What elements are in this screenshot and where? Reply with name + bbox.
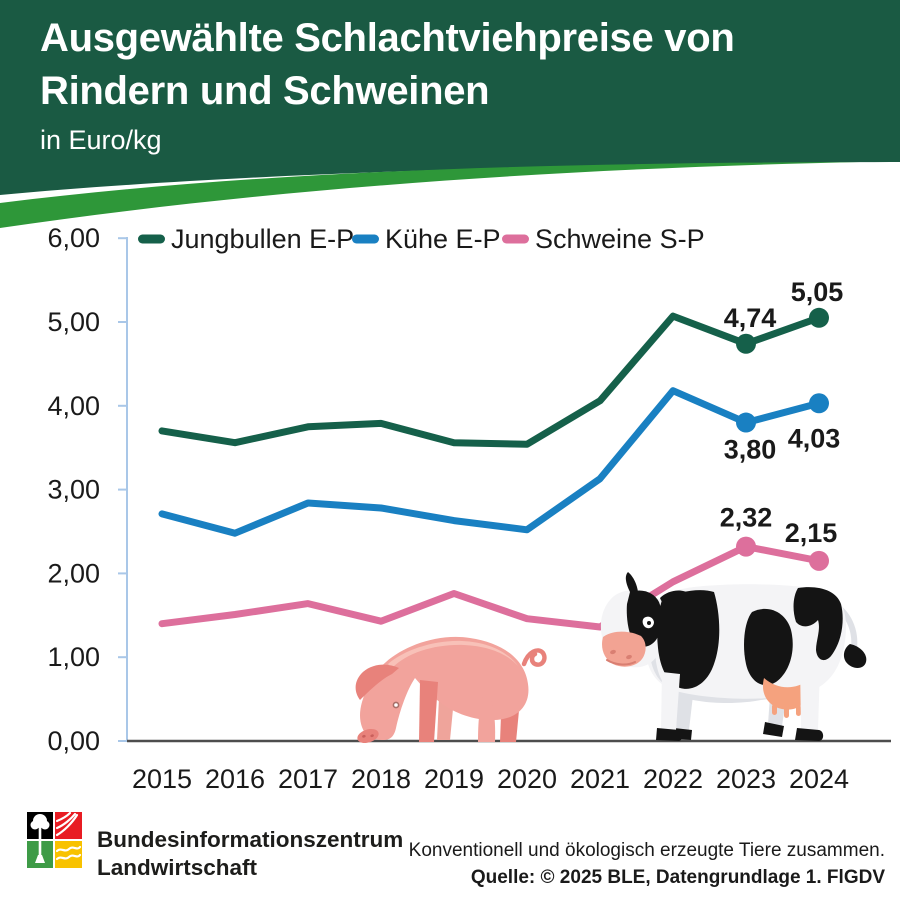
header-background — [0, 0, 900, 195]
cow-horn — [625, 572, 638, 592]
y-tick-label: 6,00 — [47, 223, 100, 253]
value-label-schweine-s-p-2024: 2,15 — [785, 518, 838, 548]
cow-neck-patch — [657, 590, 720, 689]
x-tick-label: 2020 — [497, 764, 557, 794]
y-tick-label: 1,00 — [47, 642, 100, 672]
pig-illustration — [355, 636, 547, 744]
y-tick-label: 0,00 — [47, 726, 100, 756]
page-subtitle: in Euro/kg — [40, 125, 162, 155]
value-label-kuehe-e-p-2023: 3,80 — [724, 435, 777, 465]
title-block: Ausgewählte Schlachtviehpreise von Rinde… — [40, 12, 735, 156]
field-stripes-icon — [55, 811, 79, 837]
legend-swatch-kuehe-e-p — [352, 234, 379, 244]
legend-label-schweine-s-p: Schweine S-P — [535, 224, 705, 254]
legend: Jungbullen E-P Kühe E-P Schweine S-P — [138, 224, 705, 254]
y-tick-label: 2,00 — [47, 558, 100, 588]
cow-muzzle — [602, 631, 646, 667]
x-tick-label: 2018 — [351, 764, 411, 794]
value-label-schweine-s-p-2023: 2,32 — [720, 503, 773, 533]
page-title-line1: Ausgewählte Schlachtviehpreise von — [40, 16, 735, 60]
legend-swatch-schweine-s-p — [502, 234, 529, 244]
tree-icon — [30, 814, 50, 863]
x-tick-label: 2019 — [424, 764, 484, 794]
value-label-kuehe-e-p-2024: 4,03 — [788, 423, 841, 453]
header-banner — [0, 0, 900, 228]
value-labels: 4,74 5,05 3,80 4,03 2,32 2,15 — [720, 277, 844, 571]
series-schweine-s-p — [158, 543, 823, 631]
x-tick-label: 2015 — [132, 764, 192, 794]
cow-udder — [762, 678, 809, 718]
footnote: Konventionell und ökologisch erzeugte Ti… — [408, 840, 885, 861]
page-title-line2: Rindern und Schweinen — [40, 69, 490, 113]
cow-illustration — [600, 572, 867, 741]
org-name-line2: Landwirtschaft — [97, 854, 258, 880]
wave-icon — [55, 845, 82, 861]
y-tick-label: 5,00 — [47, 307, 100, 337]
pig-eye — [392, 701, 400, 709]
swoosh-band — [0, 162, 860, 228]
cow-rear-patch — [793, 587, 843, 661]
legend-swatch-jungbullen-e-p — [138, 234, 165, 244]
pig-ear — [355, 664, 399, 700]
data-point-jungbullen-e-p-2024 — [809, 307, 829, 328]
y-tick-label: 3,00 — [47, 475, 100, 505]
value-label-jungbullen-e-p-2024: 5,05 — [791, 277, 844, 307]
data-point-kuehe-e-p-2023 — [736, 412, 756, 433]
data-point-schweine-s-p-2023 — [736, 536, 756, 557]
org-name-line1: Bundesinformationszentrum — [97, 827, 404, 852]
series-kuehe-e-p — [158, 387, 823, 537]
org-name: Bundesinformationszentrum Landwirtschaft — [97, 826, 403, 881]
value-label-jungbullen-e-p-2023: 4,74 — [724, 303, 777, 333]
source-block: Konventionell und ökologisch erzeugte Ti… — [409, 840, 885, 888]
x-tick-label: 2024 — [789, 764, 849, 794]
pig-tail — [521, 648, 547, 667]
y-tick-label: 4,00 — [47, 391, 100, 421]
data-point-schweine-s-p-2024 — [809, 550, 829, 571]
x-tick-label: 2022 — [643, 764, 703, 794]
series-jungbullen-e-p — [158, 312, 823, 448]
x-tick-label: 2017 — [278, 764, 338, 794]
blz-logo — [27, 811, 82, 868]
x-tick-label: 2021 — [570, 764, 630, 794]
source-credit: Quelle: © 2025 BLE, Datengrundlage 1. Fl… — [470, 867, 885, 888]
cow-mid-patch — [744, 608, 793, 686]
x-axis: 2015 2016 2017 2018 2019 2020 2021 2022 2023 2024 — [127, 739, 891, 794]
data-point-kuehe-e-p-2024 — [809, 393, 829, 414]
pig-snout — [357, 728, 379, 744]
y-axis: 0,00 1,00 2,00 3,00 4,00 5,00 6,00 — [47, 223, 128, 756]
legend-label-kuehe-e-p: Kühe E-P — [385, 224, 501, 254]
x-tick-label: 2016 — [205, 764, 265, 794]
cow-tail-tuft — [843, 644, 867, 668]
x-tick-label: 2023 — [716, 764, 776, 794]
data-point-jungbullen-e-p-2023 — [736, 333, 756, 354]
legend-label-jungbullen-e-p: Jungbullen E-P — [171, 224, 354, 254]
